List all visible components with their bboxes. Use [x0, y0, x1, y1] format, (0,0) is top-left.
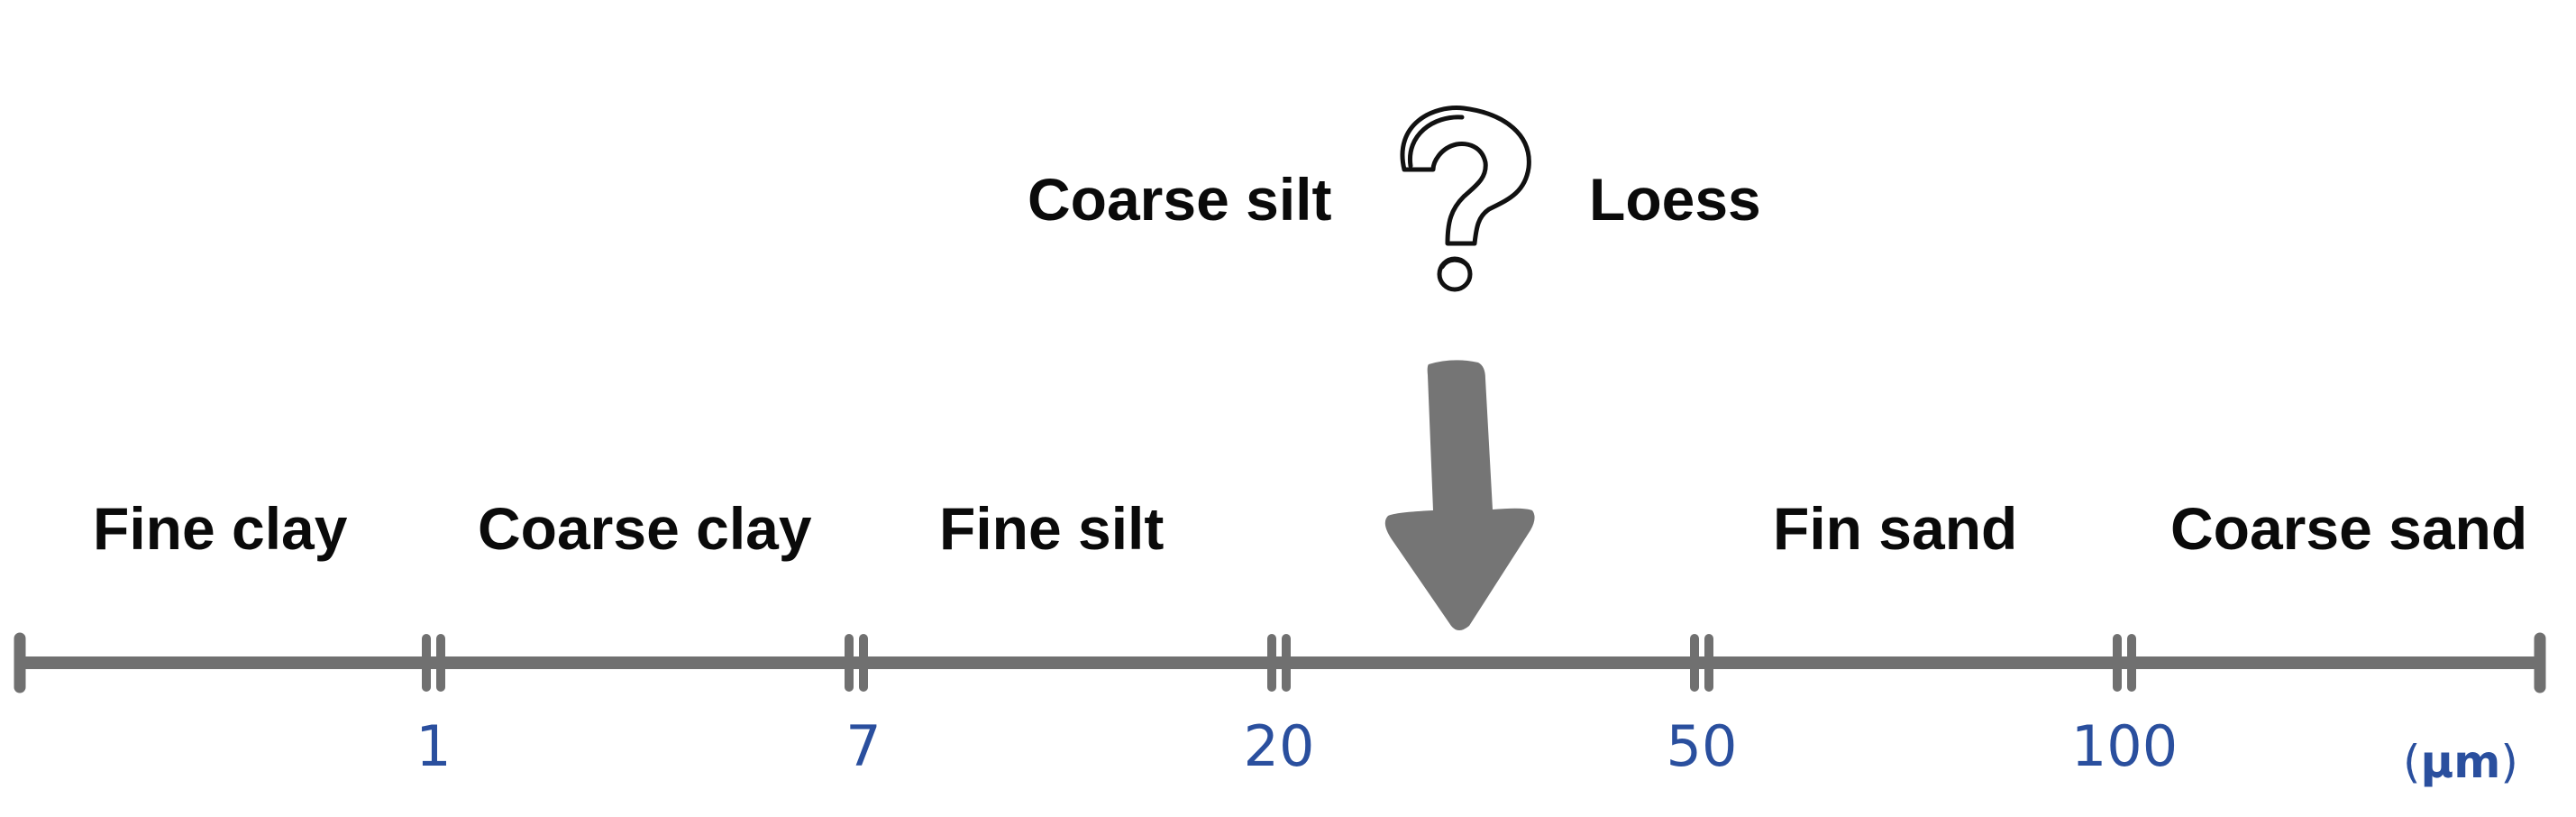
tick-label-20: 20: [1243, 713, 1315, 779]
tick-label-7: 7: [845, 713, 882, 779]
tick-break-50: [1690, 634, 1713, 692]
loess-label: Loess: [1589, 166, 1761, 233]
category-coarse-sand: Coarse sand: [2170, 495, 2528, 562]
tick-label-1: 1: [416, 713, 452, 779]
unit-label: (µm): [2403, 739, 2518, 785]
question-mark-icon: [1400, 106, 1531, 292]
coarse-silt-label: Coarse silt: [1028, 166, 1332, 233]
category-fine-silt: Fine silt: [939, 495, 1165, 562]
tick-break-20: [1267, 634, 1291, 692]
tick-break-7: [845, 634, 868, 692]
tick-label-100: 100: [2070, 713, 2179, 779]
unit-close-paren: ): [2500, 736, 2518, 788]
category-fine-clay: Fine clay: [93, 495, 348, 562]
category-fin-sand: Fin sand: [1773, 495, 2018, 562]
tick-break-1: [422, 634, 445, 692]
down-arrow-icon: [1384, 360, 1535, 630]
tick-break-100: [2113, 634, 2136, 692]
category-coarse-clay: Coarse clay: [478, 495, 812, 562]
tick-label-50: 50: [1666, 713, 1738, 779]
unit-open-paren: (: [2403, 736, 2421, 788]
unit-symbol: µm: [2420, 736, 2501, 788]
